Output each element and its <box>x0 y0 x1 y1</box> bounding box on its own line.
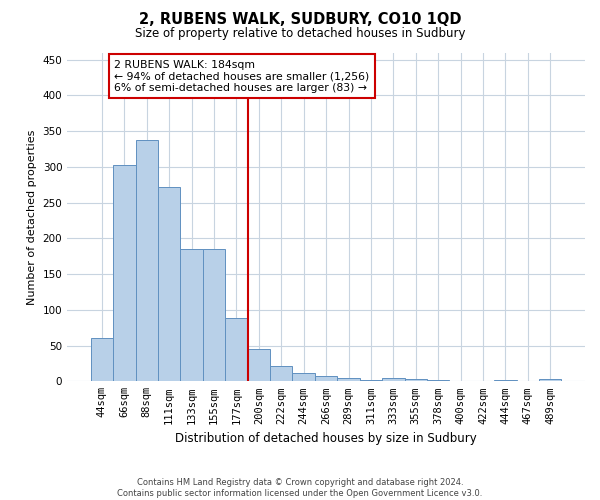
Bar <box>427 380 449 382</box>
Bar <box>136 140 158 382</box>
Text: 2 RUBENS WALK: 184sqm
← 94% of detached houses are smaller (1,256)
6% of semi-de: 2 RUBENS WALK: 184sqm ← 94% of detached … <box>114 60 370 93</box>
Bar <box>494 380 517 382</box>
Y-axis label: Number of detached properties: Number of detached properties <box>27 129 37 304</box>
Bar <box>315 376 337 382</box>
Bar <box>360 380 382 382</box>
Bar <box>382 378 404 382</box>
Text: Size of property relative to detached houses in Sudbury: Size of property relative to detached ho… <box>135 28 465 40</box>
Bar <box>404 379 427 382</box>
Text: 2, RUBENS WALK, SUDBURY, CO10 1QD: 2, RUBENS WALK, SUDBURY, CO10 1QD <box>139 12 461 28</box>
Text: Contains HM Land Registry data © Crown copyright and database right 2024.
Contai: Contains HM Land Registry data © Crown c… <box>118 478 482 498</box>
Bar <box>113 164 136 382</box>
Bar <box>337 378 360 382</box>
Bar <box>203 249 225 382</box>
Bar <box>292 372 315 382</box>
Bar <box>158 187 181 382</box>
Bar <box>225 318 248 382</box>
Bar <box>270 366 292 382</box>
X-axis label: Distribution of detached houses by size in Sudbury: Distribution of detached houses by size … <box>175 432 477 445</box>
Bar <box>91 338 113 382</box>
Bar <box>181 249 203 382</box>
Bar <box>248 349 270 382</box>
Bar <box>539 379 562 382</box>
